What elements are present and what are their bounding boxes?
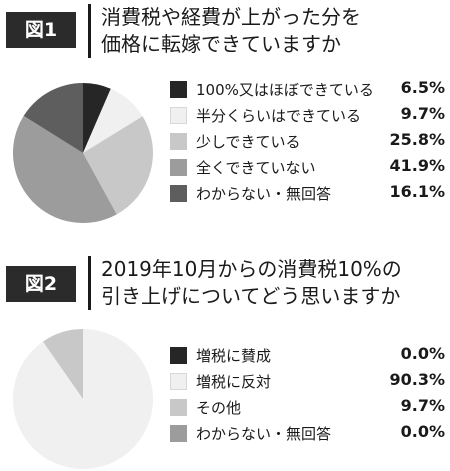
figure-2-legend-label: 増税に賛成 [196,347,272,365]
figure-2-label: 図2 [6,266,76,302]
figure-1-legend-label: 100%又はほぼできている [196,81,374,99]
figure-1-legend-swatch [170,133,187,150]
figure-1-legend-label: 半分くらいはできている [196,107,362,125]
figure-2-legend-value: 90.3% [389,370,445,389]
figure-2-title: 2019年10月からの消費税10%の 引き上げについてどう思いますか [88,256,402,310]
figure-1-pie-slice [83,88,143,153]
figure-1-legend-swatch [170,185,187,202]
figure-2-pie-slice [12,329,153,469]
figure-1-pie-slice [23,83,83,153]
figure-1-title-line-2: 価格に転嫁できていますか [101,32,341,56]
figure-1-legend-swatch [170,107,187,124]
figure-2-legend-value: 9.7% [400,396,445,415]
figure-1-legend: 100%又はほぼできている 6.5% 半分くらいはできている 9.7% 少しできている 2… [170,76,445,206]
figure-1-legend-value: 9.7% [400,104,445,123]
figure-1-pie-slice [83,83,111,153]
figure-2-legend-label: わからない・無回答 [196,425,332,443]
figure-2-pie-slice [42,329,83,399]
figure-1-legend-label: わからない・無回答 [196,185,332,203]
figure-1-pie-chart [12,83,153,223]
figure-1-legend-value: 25.8% [389,130,445,149]
figure-1-label: 図1 [6,12,76,48]
figure-1-legend-swatch [170,81,187,98]
figure-1-legend-value: 6.5% [400,78,445,97]
figure-1-legend-swatch [170,159,187,176]
figure-1-legend-label: 全くできていない [196,159,316,177]
figure-1-legend-label: 少しできている [196,133,301,151]
figure-1-legend-item: 全くできていない 41.9% [170,154,445,180]
figure-2-legend-label: 増税に反対 [196,373,272,391]
figure-2-legend-item: その他 9.7% [170,394,445,420]
figure-1-legend-item: 100%又はほぼできている 6.5% [170,76,445,102]
figure-2-legend-value: 0.0% [400,344,445,363]
figure-1-pie-slice [83,116,153,215]
figure-2-legend-label: その他 [196,399,242,417]
figure-1-legend-item: わからない・無回答 16.1% [170,180,445,206]
figure-2-legend-swatch [170,373,187,390]
figure-2-title-line-1: 2019年10月からの消費税10%の [101,257,402,281]
figure-2-legend-item: わからない・無回答 0.0% [170,420,445,446]
figure-1-legend-item: 少しできている 25.8% [170,128,445,154]
figure-1-legend-value: 41.9% [389,156,445,175]
figure-2-title-line-2: 引き上げについてどう思いますか [101,284,401,308]
figure-2-legend-item: 増税に反対 90.3% [170,368,445,394]
figure-1-legend-value: 16.1% [389,182,445,201]
figure-1-title: 消費税や経費が上がった分を 価格に転嫁できていますか [88,4,361,58]
figure-2-legend-swatch [170,425,187,442]
figure-2-legend: 増税に賛成 0.0% 増税に反対 90.3% その他 9.7% わからない・無回答 0.0% [170,342,445,446]
figure-1-pie-slice [12,115,117,223]
figure-2-legend-swatch [170,347,187,364]
figure-2-pie-chart [12,329,153,469]
figure-2-legend-value: 0.0% [400,422,445,441]
figure-1-title-line-1: 消費税や経費が上がった分を [101,5,361,29]
figure-1-legend-item: 半分くらいはできている 9.7% [170,102,445,128]
figure-2-legend-swatch [170,399,187,416]
figure-2-legend-item: 増税に賛成 0.0% [170,342,445,368]
